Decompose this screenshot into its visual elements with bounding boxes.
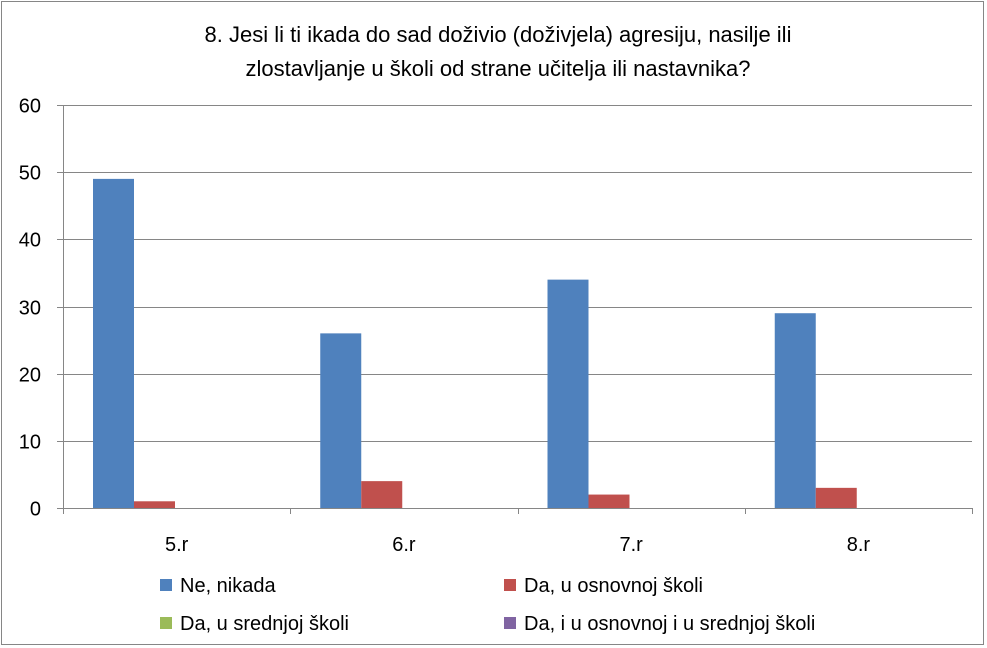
legend-label: Da, u srednjoj školi [180,613,349,635]
legend-item: Da, i u osnovnoj i u srednjoj školi [504,613,815,635]
chart-title-line-1: 8. Jesi li ti ikada do sad doživio (doži… [205,22,792,47]
bar-5.r-series-0 [93,178,134,508]
chart-title-line-2: zlostavljanje u školi od strane učitelja… [245,56,750,81]
x-tick-label: 6.r [392,534,416,556]
legend-swatch [160,579,172,591]
x-tick-label: 5.r [165,534,189,556]
gridlines [63,105,972,442]
bar-6.r-series-1 [361,481,403,508]
legend-label: Da, i u osnovnoj i u srednjoj školi [524,613,815,635]
x-tick-label: 7.r [619,534,643,556]
legend-item: Ne, nikada [160,575,276,597]
bars [93,178,857,508]
legend-swatch [160,617,172,629]
y-tick-label: 40 [19,230,41,252]
legend-label: Da, u osnovnoj školi [524,575,703,597]
y-tick-label: 0 [30,499,41,521]
bar-6.r-series-0 [320,333,362,508]
legend-item: Da, u srednjoj školi [160,613,349,635]
y-axis-ticks: 0 10 20 30 40 50 60 [19,96,63,521]
bar-7.r-series-0 [547,279,589,508]
chart-title: 8. Jesi li ti ikada do sad doživio (doži… [205,22,792,81]
bar-5.r-series-1 [134,501,175,508]
y-tick-label: 20 [19,365,41,387]
y-tick-label: 60 [19,96,41,118]
bar-8.r-series-1 [815,487,857,508]
legend-label: Ne, nikada [180,575,276,597]
legend-swatch [504,579,516,591]
x-axis-ticks: 5.r 6.r 7.r 8.r [63,508,973,556]
y-tick-label: 30 [19,298,41,320]
bar-8.r-series-0 [774,313,816,508]
y-tick-label: 10 [19,432,41,454]
bar-7.r-series-1 [588,494,630,508]
y-tick-label: 50 [19,163,41,185]
x-tick-label: 8.r [847,534,871,556]
axes [63,105,972,509]
legend-item: Da, u osnovnoj školi [504,575,703,597]
legend: Ne, nikada Da, u osnovnoj školi Da, u sred… [160,575,815,635]
legend-swatch [504,617,516,629]
